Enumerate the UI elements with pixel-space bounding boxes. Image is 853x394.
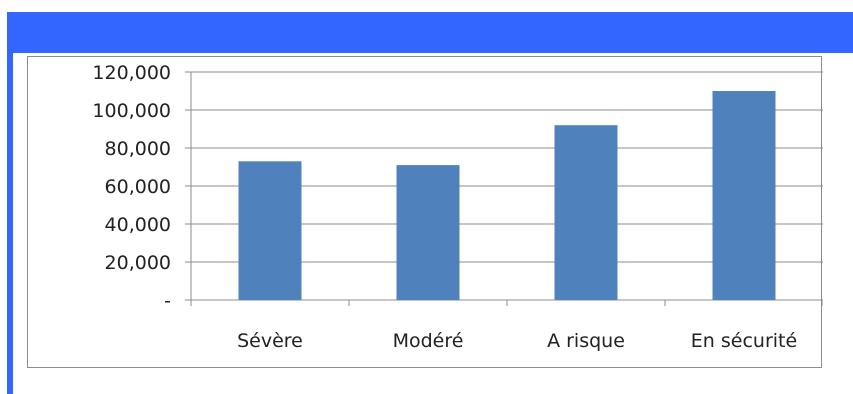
y-tick-label: 40,000 — [105, 214, 171, 236]
bar — [396, 165, 460, 300]
bar-chart: - 20,000 40,000 60,000 80,000 100,000 120,000 S… — [92, 62, 823, 352]
y-tick-label: 80,000 — [105, 138, 171, 160]
y-tick-label: - — [164, 290, 171, 312]
left-accent-rule — [7, 53, 13, 394]
x-category-label: Sévère — [237, 330, 303, 352]
bar — [712, 91, 776, 300]
y-tick-label: 100,000 — [92, 100, 171, 122]
y-tick-label: 20,000 — [105, 252, 171, 274]
x-category-label: En sécurité — [691, 330, 797, 352]
bar — [554, 125, 618, 300]
top-banner — [7, 12, 853, 53]
y-tick-label: 120,000 — [92, 62, 171, 84]
bar — [238, 161, 302, 300]
chart-frame: - 20,000 40,000 60,000 80,000 100,000 120,000 S… — [27, 56, 823, 368]
x-category-label: A risque — [547, 330, 625, 352]
x-category-label: Modéré — [393, 330, 464, 352]
y-tick-label: 60,000 — [105, 176, 171, 198]
